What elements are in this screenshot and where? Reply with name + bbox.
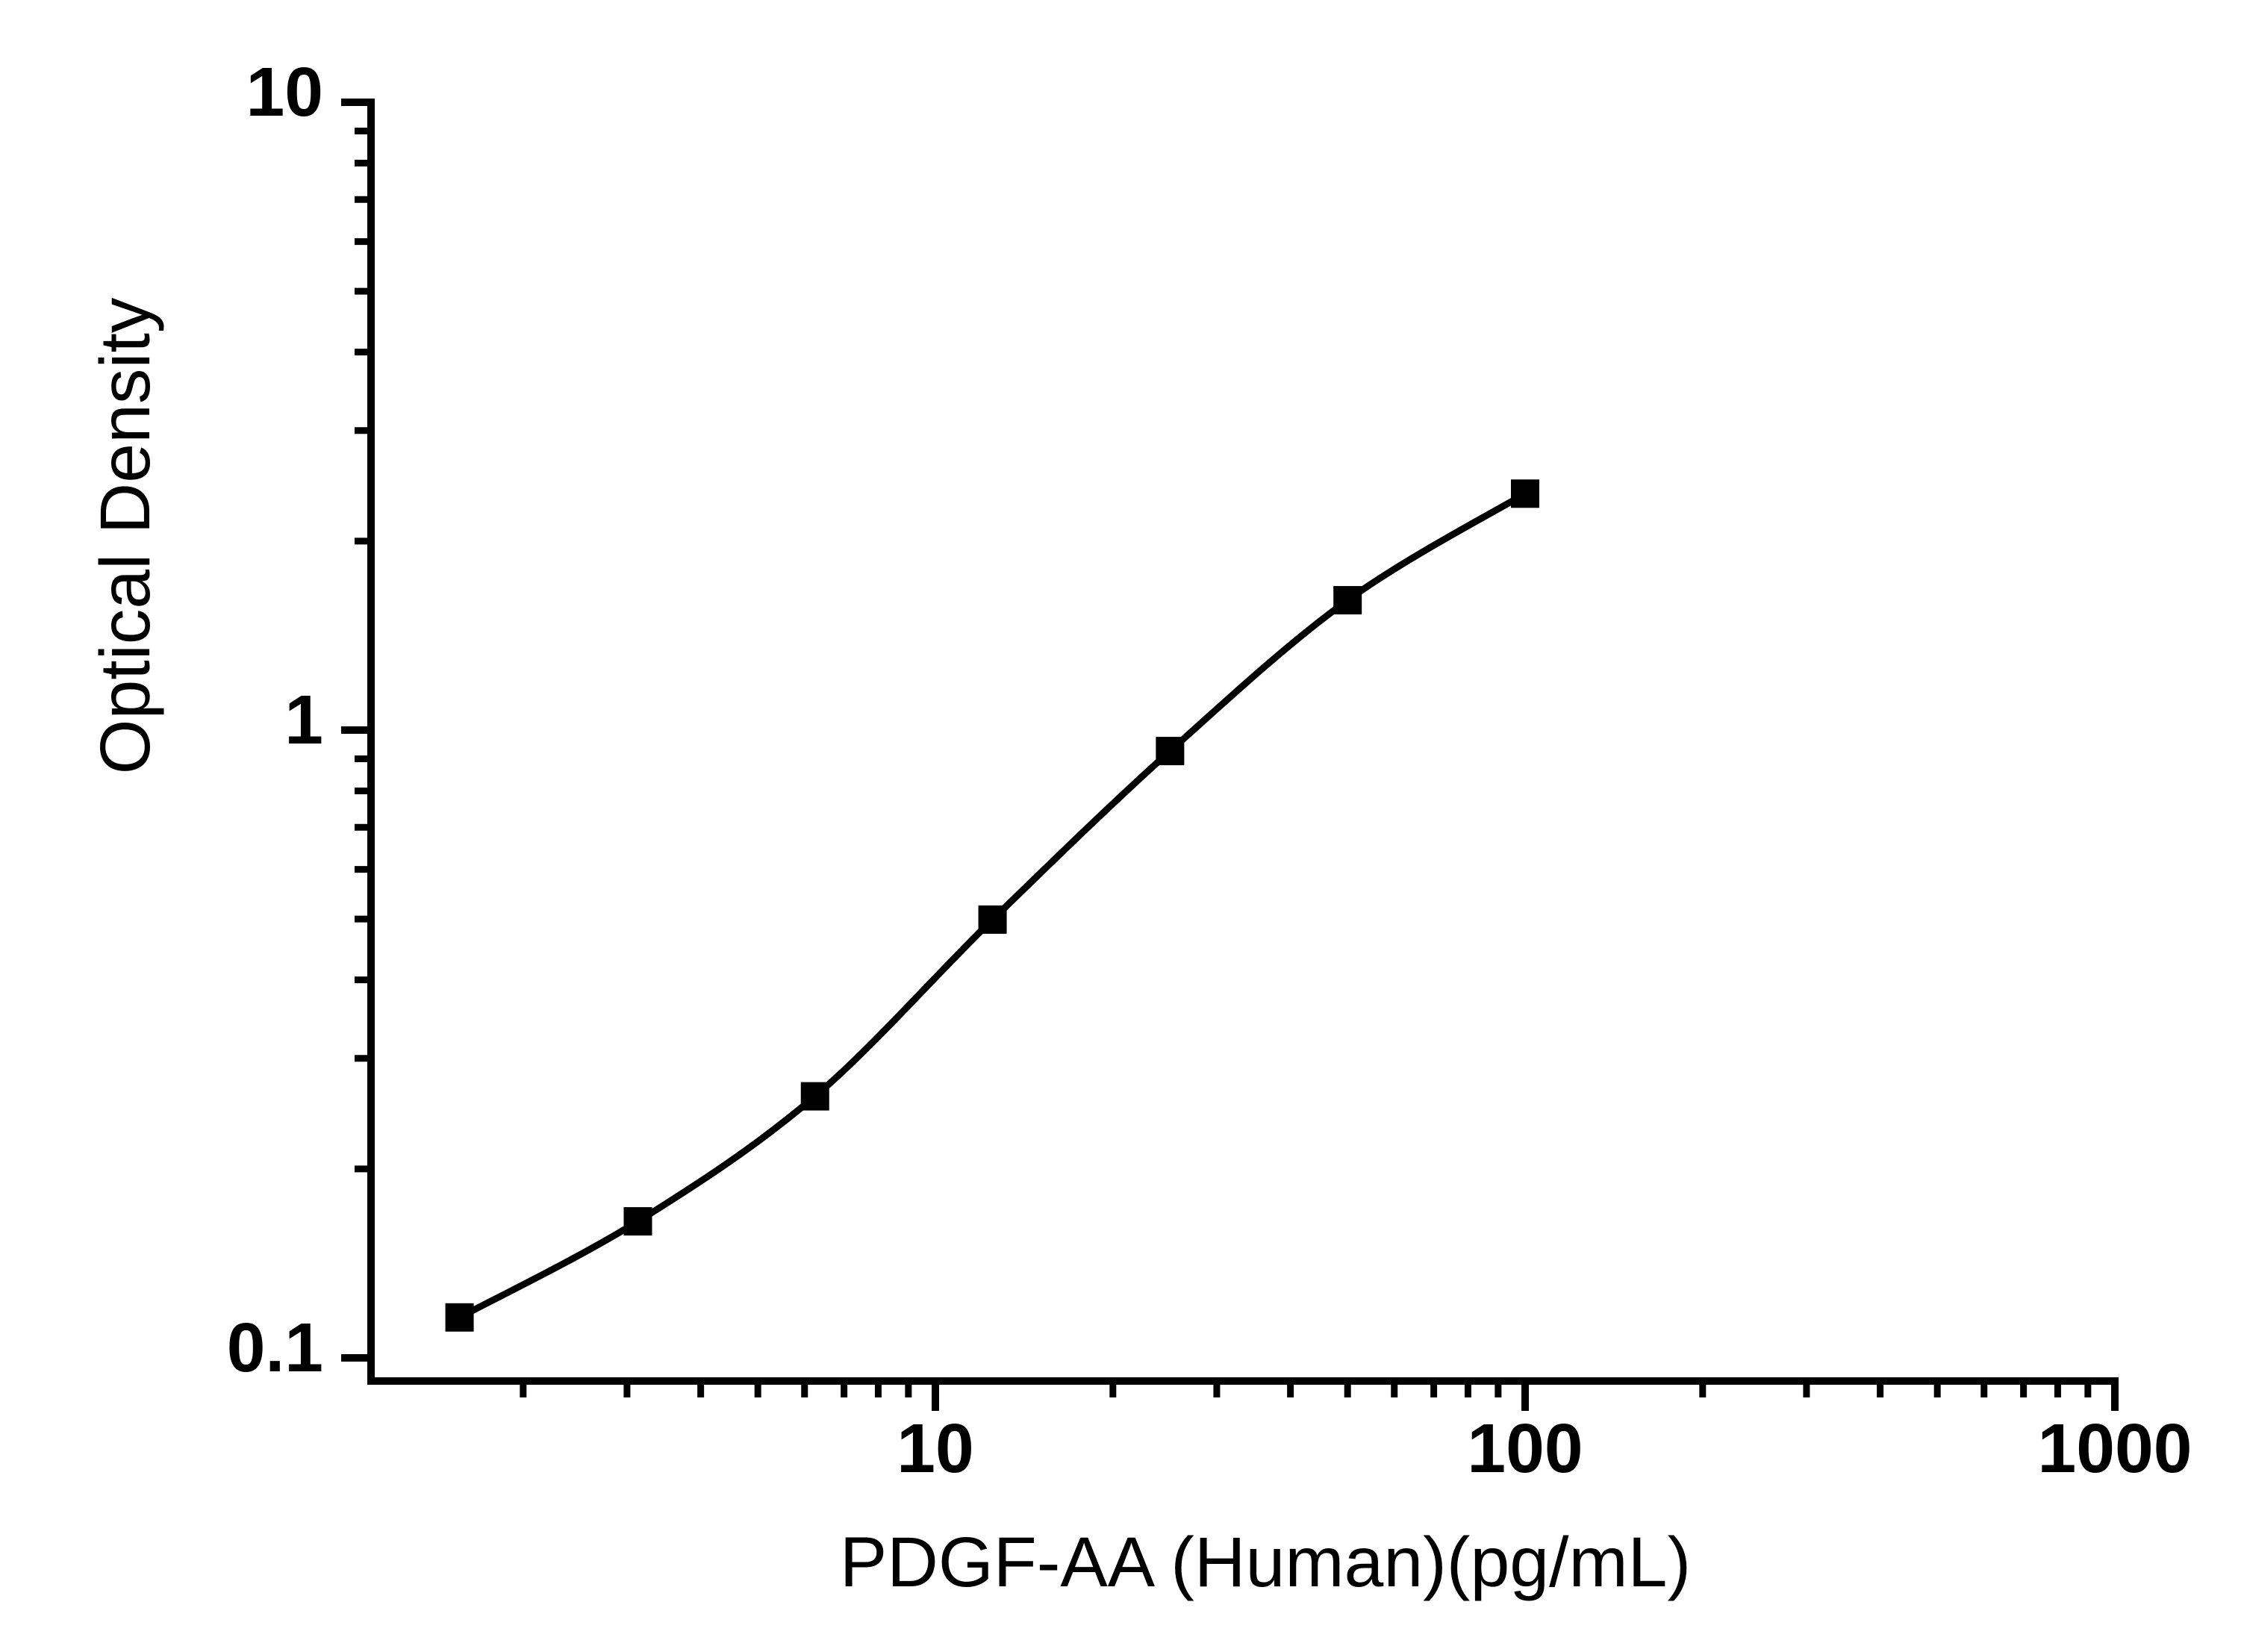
ticks-group bbox=[341, 99, 2119, 1411]
data-point-marker bbox=[445, 1303, 474, 1332]
x-tick-label: 100 bbox=[1467, 1409, 1583, 1487]
data-point-marker bbox=[1156, 737, 1185, 766]
x-axis-title: PDGF-AA (Human)(pg/mL) bbox=[840, 1523, 1691, 1602]
tick-labels-group: 10 100 1000 10 1 0.1 bbox=[227, 53, 2192, 1487]
y-tick-label: 10 bbox=[246, 53, 323, 131]
y-tick-label: 1 bbox=[284, 681, 323, 758]
data-point-marker bbox=[1333, 586, 1362, 615]
axes-group bbox=[367, 99, 2119, 1385]
data-point-marker bbox=[1511, 479, 1539, 508]
x-tick-label: 1000 bbox=[2038, 1409, 2192, 1487]
x-tick-label: 10 bbox=[897, 1409, 973, 1487]
series-group bbox=[445, 479, 1539, 1332]
data-point-marker bbox=[978, 905, 1007, 934]
y-axis-title: Optical Density bbox=[86, 297, 165, 774]
axis-frame bbox=[367, 99, 2119, 1385]
data-point-marker bbox=[800, 1082, 829, 1111]
y-tick-label: 0.1 bbox=[227, 1309, 323, 1386]
data-point-marker bbox=[623, 1207, 652, 1236]
